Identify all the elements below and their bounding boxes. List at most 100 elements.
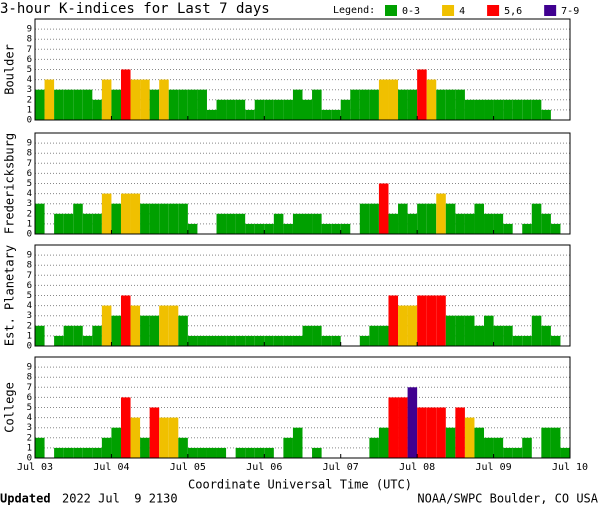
bar <box>273 335 284 346</box>
bar <box>312 447 322 458</box>
bar <box>474 427 485 458</box>
bar <box>130 193 141 234</box>
bar <box>541 325 551 346</box>
bar <box>560 447 570 458</box>
y-tick-label: 9 <box>27 363 32 373</box>
y-tick-label: 4 <box>27 413 32 423</box>
y-tick-label: 3 <box>27 199 32 209</box>
bar <box>464 417 475 458</box>
bar <box>522 223 532 234</box>
y-tick-label: 1 <box>27 331 32 341</box>
bar <box>140 437 150 458</box>
bar <box>73 203 83 234</box>
bar <box>149 407 160 458</box>
panel-frame <box>34 356 571 459</box>
legend-swatch <box>544 5 557 16</box>
bar <box>378 183 389 234</box>
x-tick-label: Jul 03 <box>17 462 53 473</box>
bar <box>407 305 418 346</box>
bar <box>512 99 523 120</box>
bar <box>178 437 188 458</box>
y-tick-label: 3 <box>27 423 32 433</box>
bar <box>149 315 160 346</box>
bar <box>503 447 513 458</box>
bar <box>111 203 121 234</box>
bar <box>312 325 322 346</box>
bar <box>159 305 169 346</box>
bar <box>35 89 45 120</box>
y-tick-label: 2 <box>27 321 32 331</box>
bar <box>35 325 45 346</box>
bar <box>455 315 465 346</box>
bar <box>63 325 74 346</box>
bar <box>54 447 64 458</box>
bar <box>493 99 504 120</box>
y-tick-label: 7 <box>27 45 32 55</box>
bar <box>283 437 293 458</box>
x-tick-label: Jul 04 <box>93 462 129 473</box>
bar <box>216 447 227 458</box>
y-axis-label: College <box>3 382 17 433</box>
bar <box>426 295 437 346</box>
bar <box>474 99 485 120</box>
x-tick-label: Jul 10 <box>552 462 588 473</box>
y-tick-label: 6 <box>27 281 32 291</box>
bar <box>455 89 465 120</box>
updated-label: Updated <box>0 492 51 506</box>
bar <box>73 447 83 458</box>
bar <box>417 295 427 346</box>
bar <box>398 305 408 346</box>
bar <box>245 335 255 346</box>
x-axis-label: Coordinate Universal Time (UTC) <box>188 478 412 492</box>
y-tick-label: 3 <box>27 311 32 321</box>
bar <box>216 335 227 346</box>
bar <box>331 223 341 234</box>
bar <box>120 193 131 234</box>
bar <box>92 325 102 346</box>
bar <box>82 89 93 120</box>
legend-swatch <box>442 5 455 16</box>
bar <box>321 109 332 120</box>
bar <box>140 79 150 120</box>
bar <box>388 295 399 346</box>
bar <box>436 295 446 346</box>
bar <box>464 315 475 346</box>
bar <box>550 223 561 234</box>
bar <box>503 223 513 234</box>
bar <box>331 335 341 346</box>
y-tick-label: 2 <box>27 209 32 219</box>
bar <box>292 89 303 120</box>
y-tick-label: 6 <box>27 393 32 403</box>
bar <box>235 213 246 234</box>
bar <box>436 407 446 458</box>
bar <box>484 213 494 234</box>
bar <box>493 437 504 458</box>
bar <box>436 193 446 234</box>
bar <box>111 315 121 346</box>
y-tick-label: 6 <box>27 55 32 65</box>
panel-frame <box>34 244 571 347</box>
bar <box>312 89 322 120</box>
bar <box>264 447 274 458</box>
bar <box>101 193 112 234</box>
bar <box>369 203 379 234</box>
y-tick-label: 5 <box>27 65 32 75</box>
bar <box>101 437 112 458</box>
bar <box>522 437 532 458</box>
y-tick-label: 1 <box>27 105 32 115</box>
bar <box>493 325 504 346</box>
bar <box>149 203 160 234</box>
y-tick-label: 1 <box>27 219 32 229</box>
bar <box>292 427 303 458</box>
legend-label: 0-3 <box>402 6 420 17</box>
bar <box>302 213 313 234</box>
bar <box>445 315 456 346</box>
bar <box>359 203 370 234</box>
bar <box>168 89 179 120</box>
bar <box>168 203 179 234</box>
bar <box>455 213 465 234</box>
bar <box>531 315 542 346</box>
bar <box>417 407 427 458</box>
bar <box>541 109 551 120</box>
